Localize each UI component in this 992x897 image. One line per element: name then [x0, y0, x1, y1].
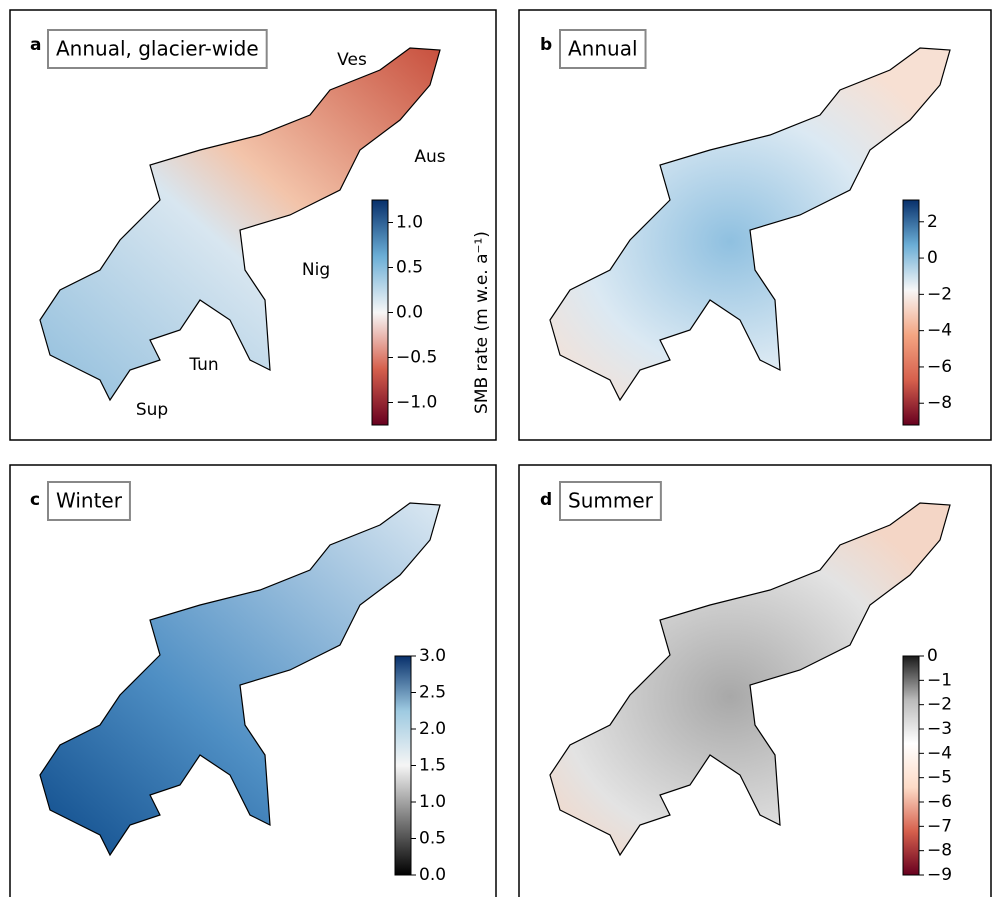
colorbar-tick-label: 0.0: [419, 865, 446, 885]
annotation: Ves: [337, 50, 367, 70]
colorbar-tick-label: −9: [927, 865, 952, 885]
colorbar-tick-label: −8: [927, 841, 952, 861]
annotation: Tun: [188, 355, 218, 375]
colorbar-tick-label: 0.5: [396, 258, 423, 278]
panel-label: b: [540, 35, 552, 55]
colorbar-tick-label: 2.0: [419, 719, 446, 739]
colorbar-tick-label: 1.5: [419, 756, 446, 776]
colorbar-tick-label: −7: [927, 816, 952, 836]
colorbar-tick-label: 1.0: [419, 792, 446, 812]
colorbar-label: SMB rate (m w.e. a⁻¹): [472, 231, 492, 414]
colorbar-tick-label: −1.0: [396, 393, 437, 413]
panel-title: Winter: [56, 489, 123, 513]
panel-frame: [518, 9, 992, 441]
panel-label: a: [30, 35, 41, 55]
colorbar-tick-label: 2.5: [419, 683, 446, 703]
glacier-map: [549, 47, 951, 401]
title-box: [47, 481, 131, 521]
colorbar-tick-label: 0: [927, 248, 938, 268]
panel-label: c: [30, 490, 40, 510]
annotation: Sup: [136, 400, 168, 420]
colorbar: [902, 655, 920, 876]
panel-frame: [9, 464, 497, 897]
panel-frame: [518, 464, 992, 897]
panel-frame: [9, 9, 497, 441]
colorbar-tick-label: 3.0: [419, 646, 446, 666]
colorbar-tick-label: 0: [927, 646, 938, 666]
colorbar-tick-label: 0.0: [396, 303, 423, 323]
panel-title: Annual: [568, 37, 638, 61]
panel-label: d: [540, 490, 552, 510]
colorbar-tick-label: −5: [927, 768, 952, 788]
colorbar-tick-label: −0.5: [396, 348, 437, 368]
title-box: [559, 29, 647, 69]
colorbar-tick-label: 0.5: [419, 829, 446, 849]
colorbar: [394, 655, 412, 876]
glacier-map: [549, 502, 951, 856]
title-box: [559, 481, 662, 521]
colorbar-tick-label: −8: [927, 393, 952, 413]
panel-title: Summer: [568, 489, 654, 513]
annotation: Aus: [414, 147, 445, 167]
colorbar-tick-label: −3: [927, 719, 952, 739]
colorbar-tick-label: −2: [927, 284, 952, 304]
annotation: Nig: [302, 260, 330, 280]
colorbar-tick-label: −4: [927, 743, 952, 763]
colorbar: [902, 199, 920, 426]
title-box: [47, 29, 268, 69]
glacier-map: [39, 502, 441, 856]
colorbar: [371, 199, 389, 426]
colorbar-tick-label: 2: [927, 212, 938, 232]
colorbar-tick-label: 1.0: [396, 213, 423, 233]
colorbar-tick-label: −6: [927, 357, 952, 377]
panel-title: Annual, glacier-wide: [56, 37, 259, 61]
colorbar-tick-label: −4: [927, 321, 952, 341]
colorbar-tick-label: −6: [927, 792, 952, 812]
colorbar-tick-label: −1: [927, 670, 952, 690]
colorbar-tick-label: −2: [927, 695, 952, 715]
